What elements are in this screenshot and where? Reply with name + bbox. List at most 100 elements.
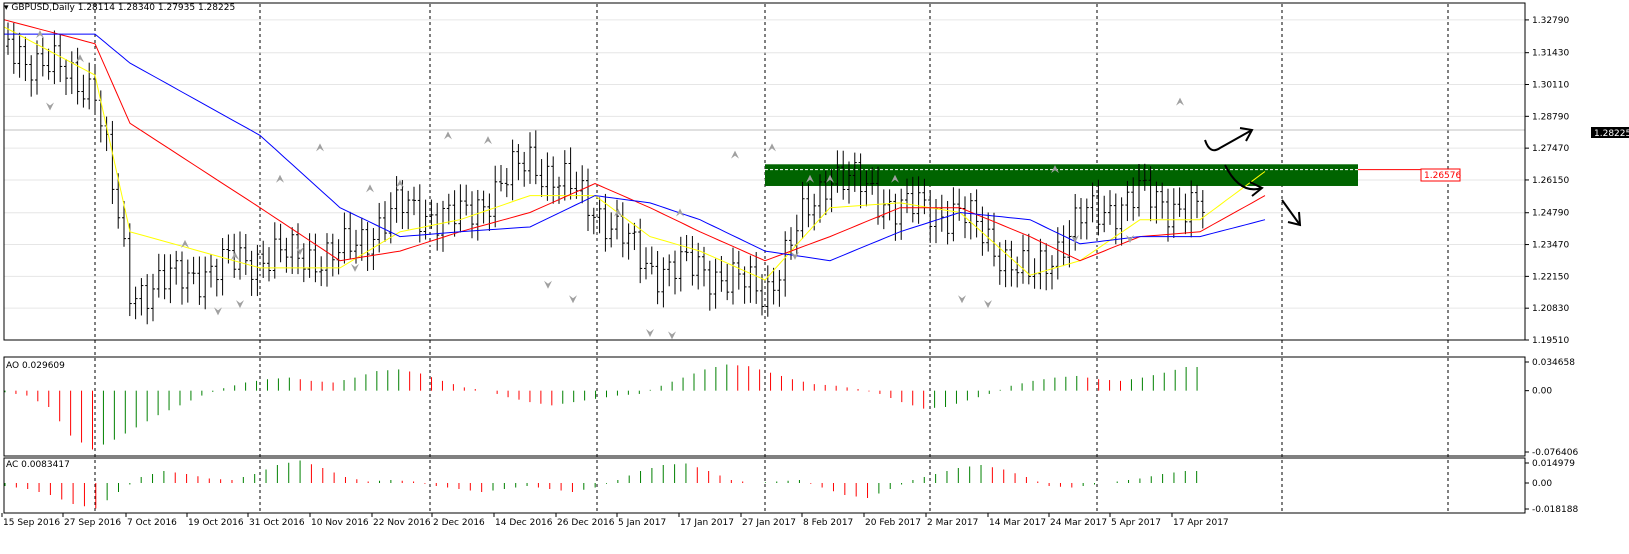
price-axis-label: 1.24790 (1532, 209, 1569, 219)
zone-price-label: 1.26576 (1424, 171, 1461, 181)
price-axis-label: 1.28790 (1532, 112, 1569, 122)
fractal-down-marker (646, 329, 654, 338)
date-axis-label: 2 Dec 2016 (433, 518, 485, 528)
fractal-up-marker (676, 208, 684, 217)
mid-arrow-path (1224, 164, 1263, 191)
down-arrow-path (1281, 199, 1301, 226)
date-axis-label: 31 Oct 2016 (249, 518, 305, 528)
fractal-down-marker (958, 295, 966, 304)
ao-axis-label: 0.00 (1532, 387, 1552, 397)
ac-axis-label: 0.00 (1532, 479, 1552, 489)
date-axis-label: 2 Mar 2017 (927, 518, 978, 528)
date-axis-label: 10 Nov 2016 (311, 518, 369, 528)
frames-layer (3, 2, 1526, 514)
fractal-up-marker (826, 174, 834, 183)
fractal-up-marker (1176, 97, 1184, 106)
ao-layer (4, 364, 1198, 450)
price-axis-label: 1.23470 (1532, 241, 1569, 251)
ma-fast-line (3, 26, 1266, 281)
price-axis-label: 1.26150 (1532, 176, 1569, 186)
price-axis-label: 1.22150 (1532, 272, 1569, 282)
fractal-up-marker (366, 184, 374, 193)
fractal-down-marker (1071, 235, 1079, 244)
mid-arrow-head (1249, 181, 1264, 197)
zone-price-tag: 1.26576 (1420, 168, 1461, 182)
main-panel-frame (3, 2, 1526, 341)
fractal-down-marker (214, 307, 222, 316)
date-axis-label: 14 Mar 2017 (989, 518, 1046, 528)
fractal-up-marker (76, 54, 84, 63)
symbol-label: GBPUSD,Daily (11, 3, 75, 13)
ao-panel-label: AO 0.029609 (6, 361, 65, 371)
date-axis-label: 27 Sep 2016 (64, 518, 121, 528)
ac-axis-label: -0.018188 (1532, 505, 1578, 515)
ac-panel-frame (3, 457, 1526, 514)
ac-layer (4, 460, 1198, 509)
fractal-down-marker (1126, 235, 1134, 244)
ma-layer (3, 19, 1266, 281)
collapse-triangle-icon[interactable]: ▾ (4, 3, 9, 13)
date-axis-label: 17 Jan 2017 (680, 518, 734, 528)
date-axis-label: 8 Feb 2017 (803, 518, 853, 528)
date-axis-label: 26 Dec 2016 (557, 518, 615, 528)
date-axis-label: 20 Feb 2017 (865, 518, 921, 528)
fractal-up-marker (181, 239, 189, 248)
fractal-up-marker (1051, 165, 1059, 174)
up-arrow-head (1239, 127, 1254, 142)
fractals-layer (36, 30, 1184, 340)
date-axis-label: 22 Nov 2016 (373, 518, 431, 528)
date-axis-label: 24 Mar 2017 (1050, 518, 1107, 528)
main-panel-header: ▾ GBPUSD,Daily 1.28114 1.28340 1.27935 1… (4, 3, 235, 13)
annotation-arrows (1204, 127, 1302, 227)
ao-panel-frame (3, 356, 1526, 457)
date-axis-label: 15 Sep 2016 (3, 518, 60, 528)
date-axis: 15 Sep 2016 27 Sep 2016 7 Oct 2016 19 Oct 2… (1, 513, 1229, 528)
ao-axis: 0.034658 0.00 -0.076406 (1525, 358, 1578, 458)
ac-axis: 0.014979 0.00 -0.018188 (1525, 459, 1578, 515)
ao-axis-label: -0.076406 (1532, 448, 1578, 458)
fractal-down-marker (351, 263, 359, 272)
fractal-up-marker (768, 143, 776, 152)
price-axis: 1.32790 1.31430 1.30110 1.28790 1.27470 1.261… (1525, 16, 1569, 346)
price-axis-label: 1.31430 (1532, 49, 1569, 59)
ac-axis-label: 0.014979 (1532, 459, 1575, 469)
fractal-up-marker (806, 174, 814, 183)
date-axis-label: 14 Dec 2016 (495, 518, 553, 528)
ma-slow-line (4, 33, 1266, 262)
date-axis-label: 19 Oct 2016 (188, 518, 244, 528)
date-axis-label: 5 Apr 2017 (1111, 518, 1161, 528)
price-axis-label: 1.20830 (1532, 304, 1569, 314)
fractal-up-marker (231, 251, 239, 260)
fractal-up-marker (444, 131, 452, 140)
date-axis-label: 5 Jan 2017 (618, 518, 666, 528)
fractal-down-marker (984, 300, 992, 309)
fractal-up-marker (316, 143, 324, 152)
fractal-up-marker (36, 30, 44, 39)
date-axis-label: 17 Apr 2017 (1173, 518, 1229, 528)
fractal-down-marker (668, 331, 676, 340)
fractal-up-marker (484, 136, 492, 145)
current-price-tag: 1.28225 (1591, 127, 1629, 139)
ma-mid-line (3, 19, 1266, 262)
price-axis-label: 1.19510 (1532, 336, 1569, 346)
down-arrow-head (1287, 211, 1302, 227)
price-axis-label: 1.30110 (1532, 81, 1569, 91)
date-axis-label: 7 Oct 2016 (127, 518, 177, 528)
fractal-up-marker (276, 174, 284, 183)
fractal-down-marker (296, 247, 304, 256)
price-axis-label: 1.27470 (1532, 144, 1569, 154)
fractal-up-marker (891, 174, 899, 183)
date-axis-label: 27 Jan 2017 (742, 518, 796, 528)
ao-axis-label: 0.034658 (1532, 358, 1575, 368)
fractal-up-marker (731, 150, 739, 159)
fractal-up-marker (614, 208, 622, 217)
fractal-down-marker (46, 102, 54, 111)
fractal-down-marker (791, 251, 799, 260)
fractal-down-marker (569, 295, 577, 304)
bars-layer (6, 22, 1205, 325)
current-price-label: 1.28225 (1594, 129, 1629, 139)
fractal-down-marker (544, 280, 552, 289)
fractal-up-marker (396, 179, 404, 188)
ac-panel-label: AC 0.0083417 (6, 460, 70, 470)
